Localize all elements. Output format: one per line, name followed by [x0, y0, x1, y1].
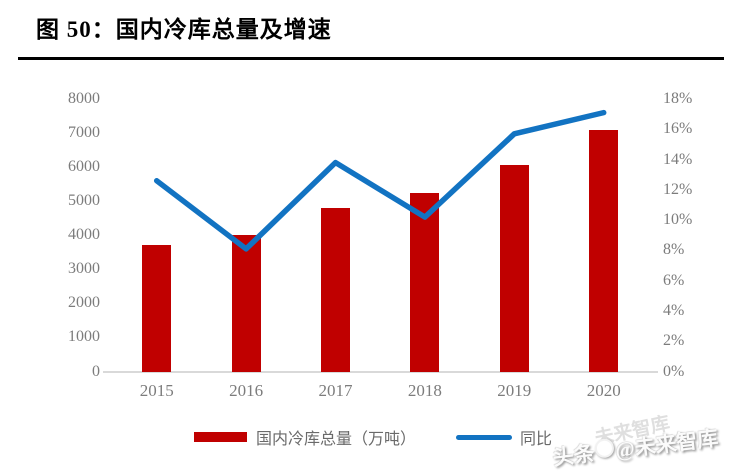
- bar-2019: [499, 165, 529, 372]
- bar-2018: [410, 192, 440, 372]
- legend-bar-swatch: [194, 432, 247, 442]
- right-axis-tick: 10%: [663, 211, 693, 229]
- toutiao-logo-icon: [593, 437, 615, 459]
- right-axis-tick: 0%: [663, 362, 685, 380]
- x-axis-label: 2020: [586, 381, 621, 400]
- left-axis-tick: 5000: [68, 192, 100, 210]
- left-axis-tick: 0: [92, 362, 100, 380]
- left-axis-tick: 7000: [68, 124, 100, 142]
- chart-title: 图 50：国内冷库总量及增速: [36, 17, 332, 42]
- bar-2016: [231, 235, 261, 372]
- x-axis-label: 2018: [407, 381, 442, 400]
- bar-2020: [589, 129, 619, 372]
- right-axis-tick: 14%: [663, 150, 693, 168]
- watermark-badge-prefix: 头条: [551, 441, 596, 471]
- watermark: 未来智库 头条 @未来智库: [550, 413, 730, 471]
- left-axis-tick: 1000: [68, 328, 100, 346]
- left-axis-tick: 2000: [68, 294, 100, 312]
- x-axis-line: [103, 370, 658, 373]
- right-axis-tick: 12%: [663, 180, 693, 198]
- bar-2015: [142, 245, 172, 372]
- right-axis-tick: 2%: [663, 332, 685, 350]
- right-axis-tick: 4%: [663, 301, 685, 319]
- x-axis-label: 2016: [229, 381, 264, 400]
- x-axis-label: 2015: [139, 381, 174, 400]
- legend-line-swatch: [456, 434, 513, 440]
- left-axis-tick: 4000: [68, 226, 100, 244]
- left-axis-tick: 6000: [68, 158, 100, 176]
- x-axis-label: 2019: [497, 381, 532, 400]
- yoy-growth-line: [153, 109, 607, 252]
- right-axis-tick: 8%: [663, 241, 685, 259]
- title-divider: [18, 57, 724, 60]
- x-axis-label: 2017: [318, 381, 353, 400]
- bar-2017: [321, 208, 350, 372]
- right-axis-tick: 18%: [663, 90, 693, 107]
- chart-legend: 国内冷库总量（万吨） 同比: [194, 425, 552, 449]
- legend-line-label: 同比: [520, 431, 553, 448]
- left-axis-tick: 8000: [68, 90, 100, 107]
- left-axis-tick: 3000: [68, 260, 100, 278]
- legend-bar-label: 国内冷库总量（万吨）: [256, 431, 417, 448]
- right-axis-tick: 16%: [663, 120, 693, 138]
- right-axis-tick: 6%: [663, 271, 685, 289]
